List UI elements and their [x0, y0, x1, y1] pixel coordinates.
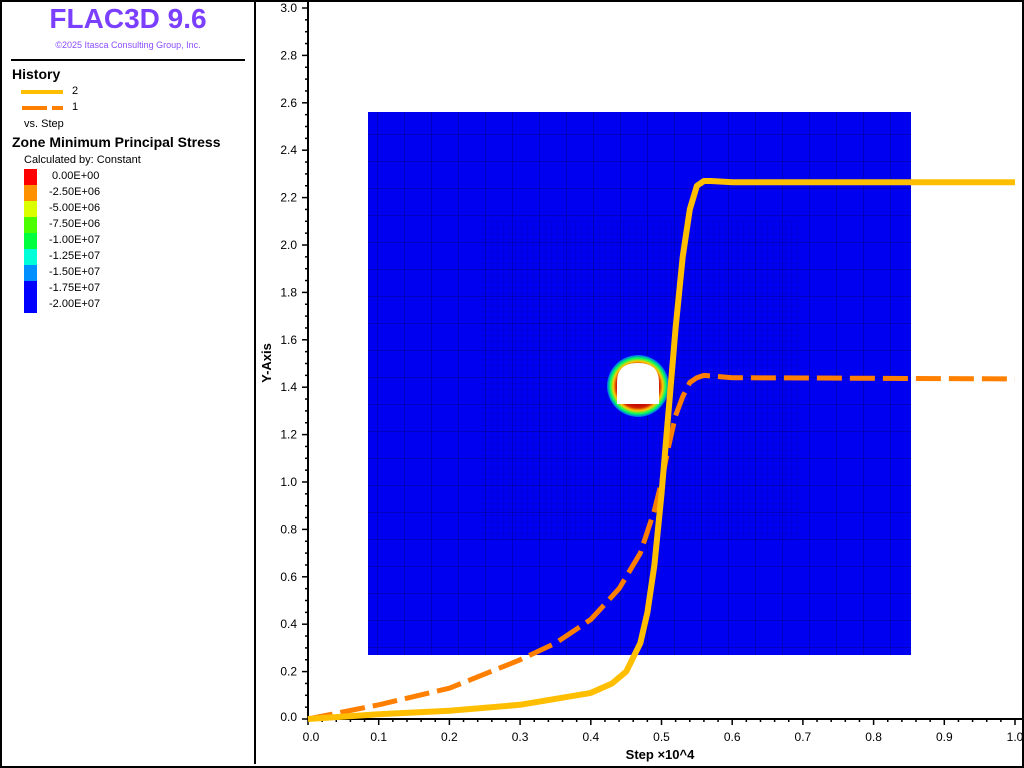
x-tick-label: 0.6 — [724, 730, 741, 744]
contour-level-label: -7.50E+06 — [49, 218, 101, 230]
contour-swatch — [24, 281, 37, 297]
x-tick-label: 1.0 — [1007, 730, 1024, 744]
contour-swatch — [24, 201, 37, 217]
divider — [11, 59, 245, 61]
contour-swatch — [24, 297, 37, 313]
series-2-label: 2 — [72, 85, 79, 97]
mesh-contour-plot — [368, 112, 911, 655]
x-tick-label: 0.0 — [303, 730, 320, 744]
tunnel-opening — [617, 363, 659, 404]
y-tick-label: 0.6 — [280, 570, 297, 584]
series-1-line — [307, 372, 1016, 722]
y-tick-label: 1.0 — [280, 475, 297, 489]
y-tick-label: 1.8 — [280, 285, 297, 299]
contour-swatch — [24, 185, 37, 201]
x-tick-label: 0.2 — [441, 730, 458, 744]
y-tick-label: 0.4 — [280, 617, 297, 631]
copyright: ©2025 Itasca Consulting Group, Inc. — [55, 40, 201, 50]
series-1-swatch-dash — [52, 106, 63, 110]
y-axis-label: Y-Axis — [259, 343, 274, 383]
contour-heading: Zone Minimum Principal Stress — [12, 134, 221, 150]
y-tick-label: 2.2 — [280, 191, 297, 205]
y-tick-label: 1.4 — [280, 380, 297, 394]
y-tick-label: 0.8 — [280, 522, 297, 536]
contour-level-label: -2.00E+07 — [49, 298, 101, 310]
contour-level-label: -5.00E+06 — [49, 202, 101, 214]
contour-level-label: 0.00E+00 — [52, 170, 100, 182]
series-1-label: 1 — [72, 101, 79, 113]
y-tick-label: 1.2 — [280, 428, 297, 442]
y-tick-label: 1.6 — [280, 333, 297, 347]
contour-level-label: -1.00E+07 — [49, 234, 101, 246]
y-tick-label: 3.0 — [280, 1, 297, 15]
y-tick-label: 2.6 — [280, 96, 297, 110]
series-2-swatch — [21, 90, 63, 94]
series-1-swatch — [22, 106, 47, 110]
contour-level-label: -2.50E+06 — [49, 186, 101, 198]
y-tick-label: 0.0 — [280, 710, 297, 724]
x-tick-label: 0.9 — [936, 730, 953, 744]
series-2-line — [307, 178, 1015, 722]
y-tick-label: 2.8 — [280, 48, 297, 62]
calculated-by: Calculated by: Constant — [24, 154, 141, 166]
y-tick-label: 2.0 — [280, 238, 297, 252]
app-title: FLAC3D 9.6 — [49, 3, 207, 34]
history-heading: History — [12, 66, 61, 82]
x-axis-label: Step ×10^4 — [626, 747, 695, 762]
y-tick-label: 0.2 — [280, 665, 297, 679]
contour-level-label: -1.75E+07 — [49, 282, 101, 294]
contour-swatch — [24, 249, 37, 265]
vs-label: vs. Step — [24, 118, 64, 130]
x-tick-label: 0.3 — [512, 730, 529, 744]
contour-swatch — [24, 233, 37, 249]
contour-swatch — [24, 265, 37, 281]
x-tick-label: 0.4 — [582, 730, 599, 744]
x-tick-label: 0.5 — [653, 730, 670, 744]
contour-swatch — [24, 169, 37, 185]
x-tick-label: 0.1 — [370, 730, 387, 744]
contour-level-label: -1.50E+07 — [49, 266, 101, 278]
contour-swatch — [24, 217, 37, 233]
legend-panel: FLAC3D 9.6 ©2025 Itasca Consulting Group… — [0, 0, 256, 764]
x-tick-label: 0.7 — [795, 730, 812, 744]
contour-level-label: -1.25E+07 — [49, 250, 101, 262]
x-tick-label: 0.8 — [865, 730, 882, 744]
y-tick-label: 2.4 — [280, 143, 297, 157]
